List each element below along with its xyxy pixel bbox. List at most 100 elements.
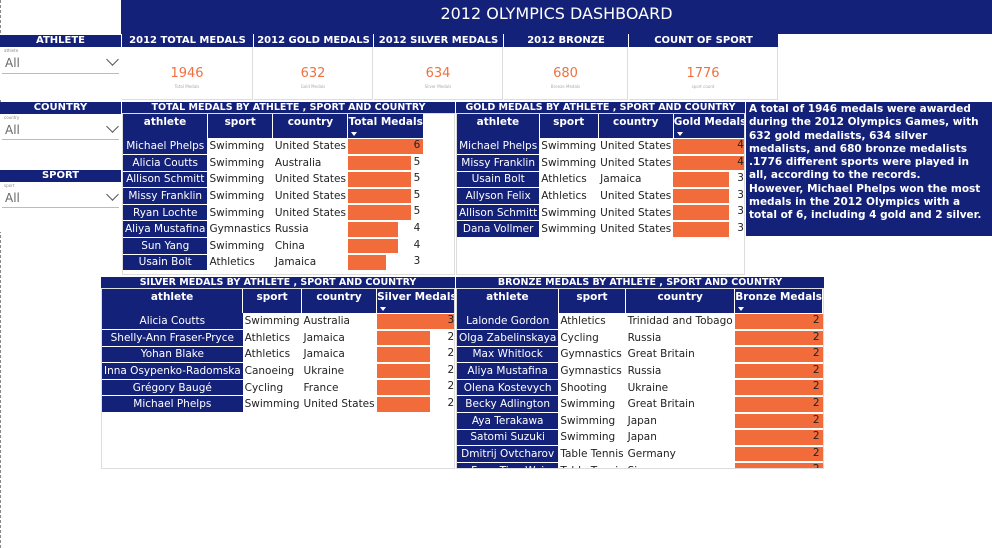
- column-header-country[interactable]: country: [301, 289, 378, 313]
- table-row[interactable]: Lalonde Gordon Athletics Trinidad and Toba…: [457, 313, 823, 331]
- sort-desc-icon[interactable]: [738, 307, 745, 311]
- table-row[interactable]: Olena Kostevych Shooting Ukraine 2: [457, 379, 823, 397]
- table-row[interactable]: Feng Tian WeiTable TennisSingapore 2: [457, 462, 823, 468]
- table-row[interactable]: Inna Osypenko-Radomska Canoeing Ukraine 2: [102, 362, 454, 380]
- medal-bar: [673, 221, 729, 237]
- table-row[interactable]: Michael Phelps Swimming United States 2: [102, 395, 454, 414]
- sport-slicer-value[interactable]: All: [5, 191, 20, 205]
- column-header-athlete[interactable]: athlete: [102, 289, 244, 313]
- medal-bar: [347, 221, 399, 237]
- gold-medals-table[interactable]: athlete sport country Gold Medals Michae…: [456, 113, 745, 275]
- silver-medals-table[interactable]: athlete sport country Silver Medals Alic…: [101, 288, 455, 469]
- bronze-medals-table[interactable]: athlete sport country Bronze Medals Lalo…: [456, 288, 824, 469]
- summary-textbox: A total of 1946 medals were awarded duri…: [746, 102, 992, 236]
- kpi-header-silver: 2012 SILVER MEDALS: [374, 34, 503, 47]
- athlete-slicer-value[interactable]: All: [5, 56, 20, 70]
- table-row[interactable]: Michael Phelps Swimming United States 4: [457, 138, 744, 156]
- column-header-silver-medals[interactable]: Silver Medals: [376, 289, 455, 313]
- athlete-slicer[interactable]: athlete All: [0, 47, 121, 100]
- kpi-card-total[interactable]: 1946 Total Medals: [122, 47, 253, 100]
- table-row[interactable]: Allison Schmitt Swimming United States 5: [123, 171, 423, 189]
- country-slicer-value[interactable]: All: [5, 123, 20, 137]
- athlete-cell: Yohan Blake: [102, 346, 243, 364]
- chevron-down-icon[interactable]: [106, 53, 119, 66]
- medal-count: 3: [737, 188, 744, 201]
- athlete-cell: Olena Kostevych: [457, 379, 559, 397]
- kpi-value-bronze: 680: [553, 66, 578, 81]
- table-row[interactable]: Alicia Coutts Swimming Australia 5: [123, 154, 423, 172]
- table-row[interactable]: Missy Franklin Swimming United States 5: [123, 187, 423, 205]
- country-cell: United States: [600, 156, 672, 169]
- table-row[interactable]: Shelly-Ann Fraser-Pryce Athletics Jamaica 2: [102, 329, 454, 347]
- table-row[interactable]: Alicia Coutts Swimming Australia 3: [102, 313, 454, 331]
- country-slicer[interactable]: country All: [0, 114, 121, 168]
- column-header-country[interactable]: country: [598, 114, 674, 138]
- column-header-gold-medals[interactable]: Gold Medals: [673, 114, 744, 138]
- sport-cell: Athletics: [244, 331, 291, 344]
- column-header-athlete[interactable]: athlete: [123, 114, 208, 138]
- sort-desc-icon[interactable]: [351, 132, 358, 136]
- country-cell: Great Britain: [627, 348, 695, 361]
- column-header-country[interactable]: country: [625, 289, 736, 313]
- kpi-card-gold[interactable]: 632 Gold Medals: [254, 47, 373, 100]
- bronze-table-grid: athlete sport country Bronze Medals Lalo…: [457, 289, 823, 468]
- kpi-card-silver[interactable]: 634 Silver Medals: [374, 47, 503, 100]
- table-row[interactable]: Satomi Suzuki Swimming Japan 2: [457, 429, 823, 447]
- column-header-athlete[interactable]: athlete: [457, 289, 559, 313]
- athlete-cell: Allyson Felix: [457, 187, 540, 205]
- column-header-sport[interactable]: sport: [539, 114, 599, 138]
- table-row[interactable]: Missy Franklin Swimming United States 4: [457, 154, 744, 172]
- sport-cell: Swimming: [209, 190, 265, 203]
- athlete-cell: Missy Franklin: [457, 154, 540, 172]
- sort-desc-icon[interactable]: [676, 132, 683, 136]
- kpi-card-sport-count[interactable]: 1776 sport count: [629, 47, 778, 100]
- athlete-cell: Max Whitlock: [457, 346, 559, 364]
- table-row[interactable]: Yohan Blake Athletics Jamaica 2: [102, 346, 454, 364]
- table-body: Lalonde Gordon Athletics Trinidad and Toba…: [457, 313, 823, 468]
- column-header-label: Silver Medals: [377, 291, 455, 303]
- sport-cell: Gymnastics: [560, 365, 622, 378]
- medal-count: 2: [812, 413, 820, 426]
- column-header-athlete[interactable]: athlete: [457, 114, 540, 138]
- column-header-bronze-medals[interactable]: Bronze Medals: [734, 289, 823, 313]
- column-header-sport[interactable]: sport: [558, 289, 627, 313]
- sport-slicer[interactable]: sport All: [0, 182, 121, 232]
- sort-desc-icon[interactable]: [380, 307, 387, 311]
- table-row[interactable]: Usain Bolt Athletics Jamaica 3: [123, 254, 423, 272]
- column-header-sport[interactable]: sport: [242, 289, 303, 313]
- medal-bar-cell: 5: [347, 204, 423, 221]
- table-row[interactable]: Aliya Mustafina Gymnastics Russia 4: [123, 220, 423, 239]
- kpi-value-silver: 634: [425, 66, 451, 81]
- chevron-down-icon[interactable]: [106, 120, 119, 133]
- medal-count: 2: [812, 347, 820, 360]
- table-row[interactable]: Usain Bolt Athletics Jamaica 3: [457, 171, 744, 189]
- table-row[interactable]: Becky Adlington Swimming Great Britain 2: [457, 395, 823, 414]
- table-row[interactable]: Max Whitlock Gymnastics Great Britain 2: [457, 346, 823, 364]
- table-row[interactable]: Aliya Mustafina Gymnastics Russia 2: [457, 362, 823, 380]
- table-row[interactable]: Michael Phelps Swimming United States 6: [123, 138, 424, 156]
- table-row[interactable]: Dmitrij Ovtcharov Table Tennis Germany 2: [457, 445, 823, 463]
- total-medals-table[interactable]: athlete sport country Total Medals Micha…: [122, 113, 455, 275]
- table-row[interactable]: Aya Terakawa Swimming Japan 2: [457, 412, 823, 430]
- athlete-cell: Michael Phelps: [123, 138, 208, 156]
- table-row[interactable]: Olga Zabelinskaya Cycling Russia 2: [457, 329, 823, 347]
- column-header-sport[interactable]: sport: [207, 114, 274, 138]
- table-row[interactable]: Allyson Felix Athletics United States 3: [457, 187, 744, 205]
- column-header-total-medals[interactable]: Total Medals: [347, 114, 424, 138]
- athlete-cell: Ryan Lochte: [123, 204, 208, 222]
- table-row[interactable]: Sun Yang Swimming China 4: [123, 237, 423, 255]
- chevron-down-icon[interactable]: [106, 188, 119, 201]
- kpi-card-bronze[interactable]: 680 Bronze Medals: [504, 47, 628, 100]
- sport-cell: Swimming: [541, 206, 597, 219]
- table-row[interactable]: Allison Schmitt Swimming United States 3: [457, 204, 744, 222]
- athlete-cell: Usain Bolt: [123, 254, 208, 272]
- column-header-country[interactable]: country: [272, 114, 349, 138]
- table-row[interactable]: Dana Vollmer Swimming United States 3: [457, 220, 744, 239]
- medal-bar: [347, 139, 424, 154]
- medal-count: 2: [812, 330, 820, 343]
- table-row[interactable]: Grégory Baugé Cycling France 2: [102, 379, 454, 397]
- medal-bar: [734, 330, 823, 346]
- table-row[interactable]: Ryan Lochte Swimming United States 5: [123, 204, 423, 222]
- kpi-header-sport-count: COUNT OF SPORT: [629, 34, 778, 47]
- sport-cell: Swimming: [560, 414, 616, 427]
